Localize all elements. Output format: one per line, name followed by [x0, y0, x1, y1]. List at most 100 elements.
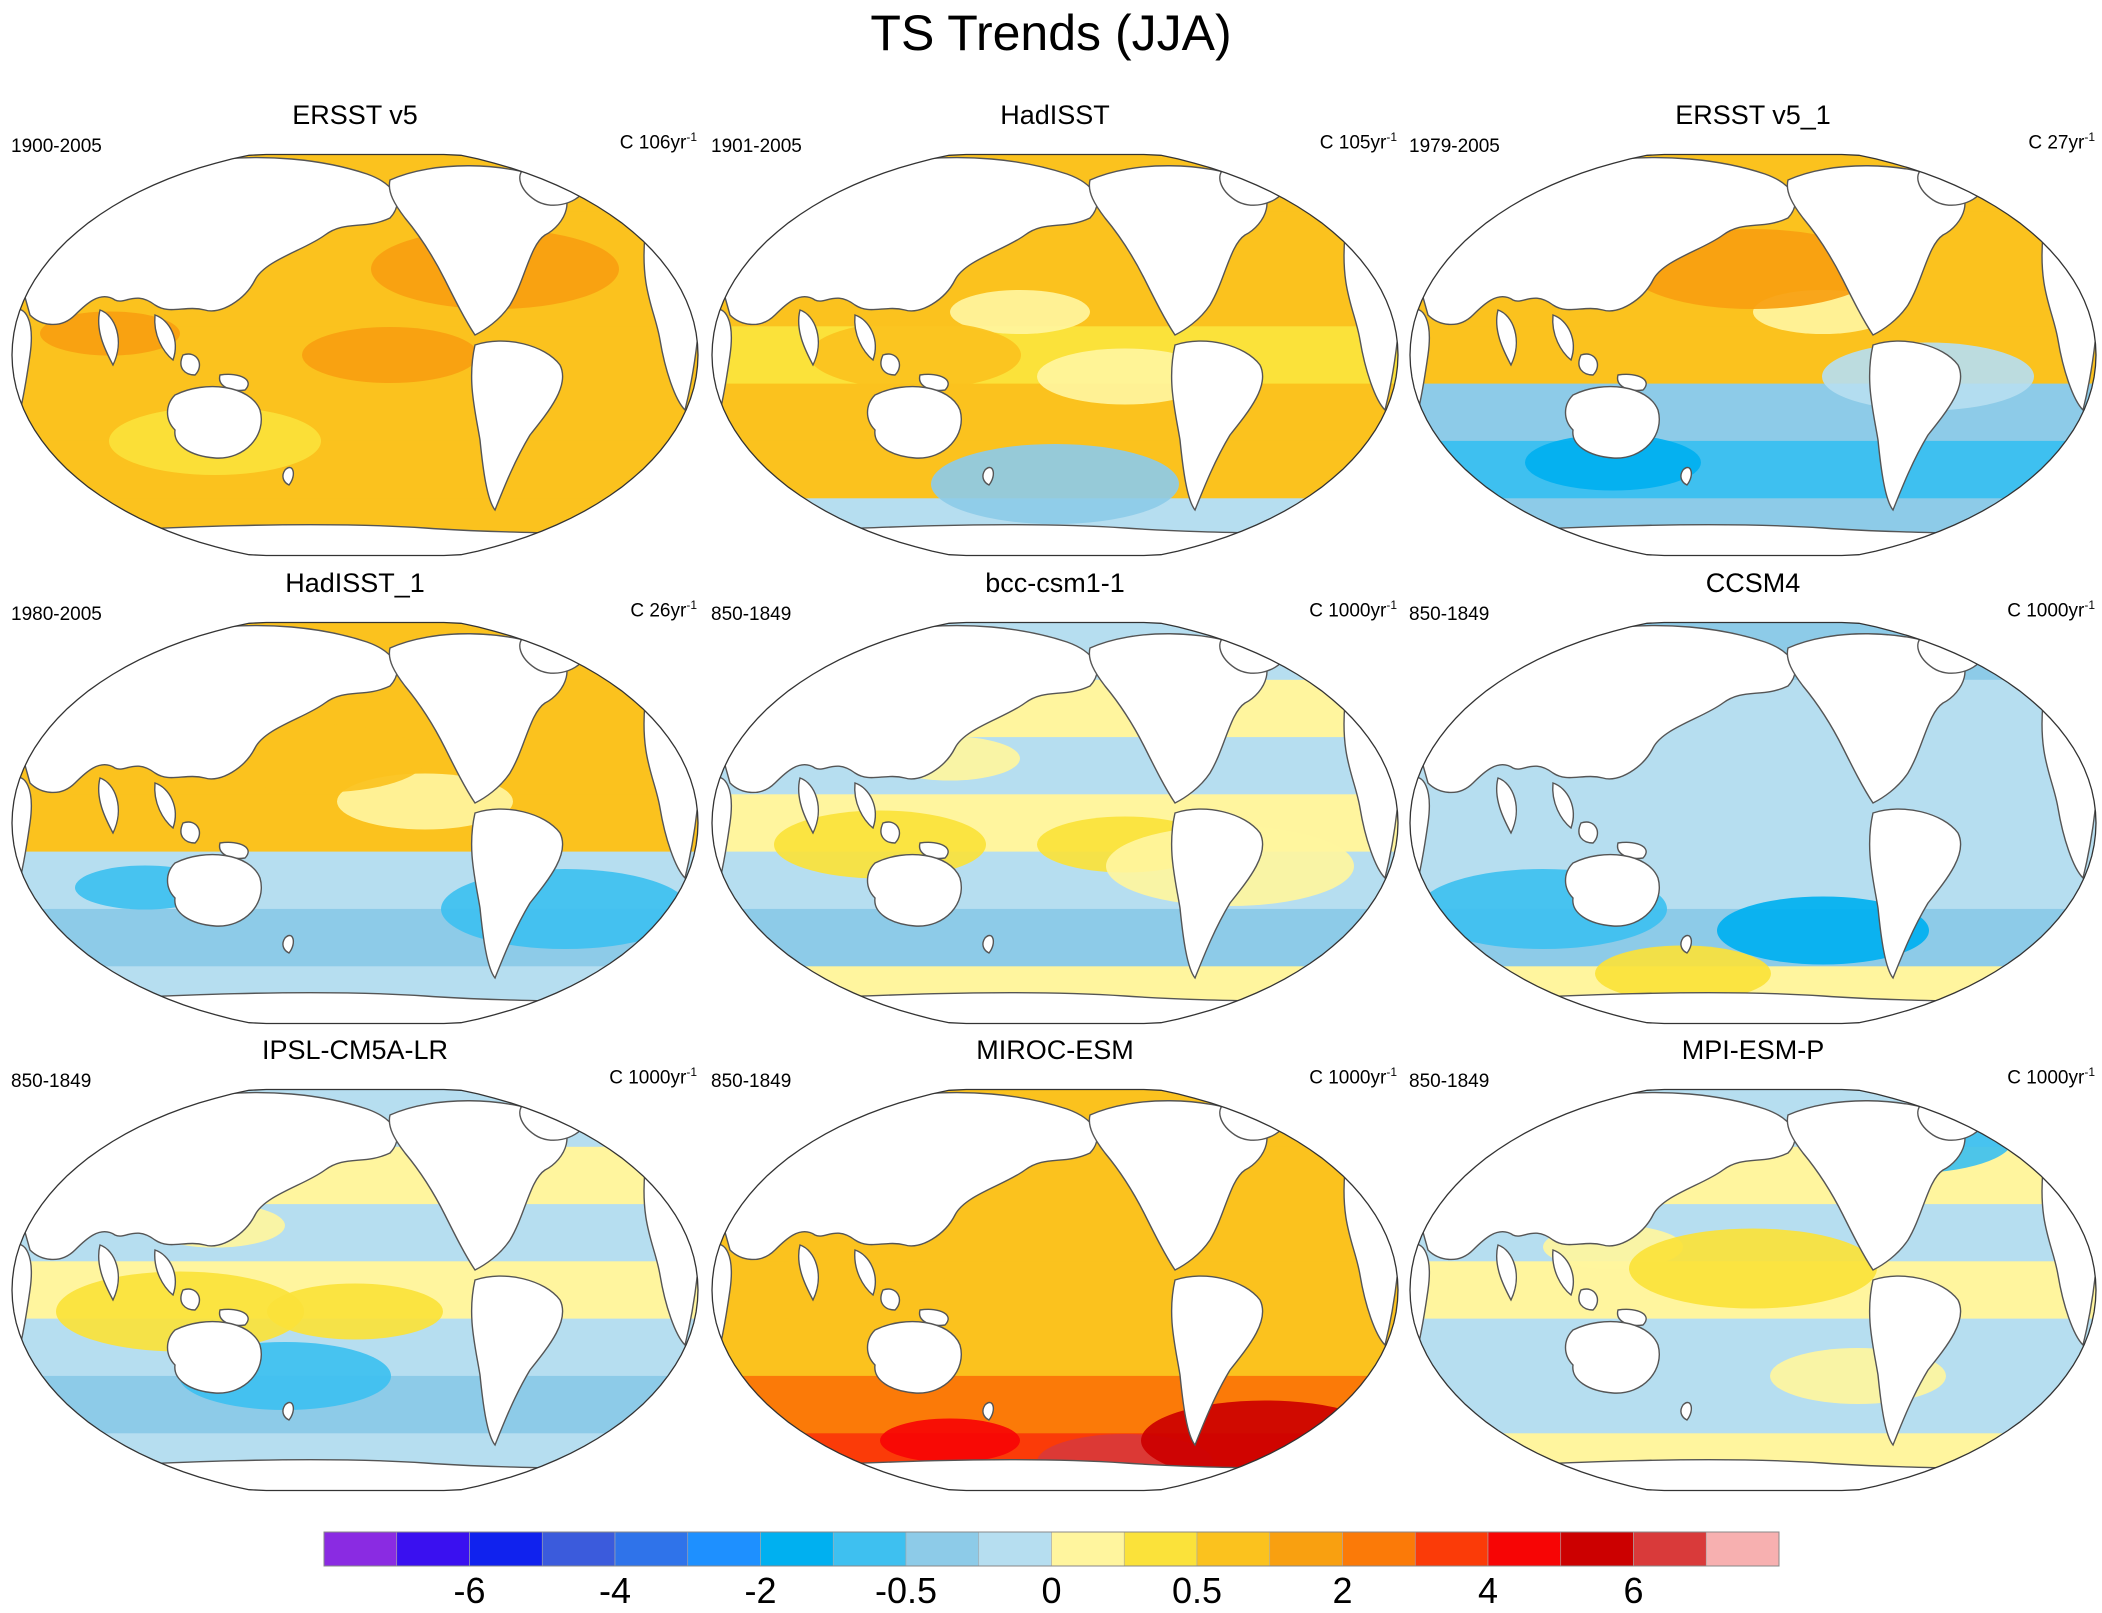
- colorbar-box: [1487, 1531, 1562, 1567]
- india-land: [98, 777, 119, 835]
- units-prefix: C: [1309, 600, 1329, 622]
- colorbar-tick-label: 6: [1623, 1570, 1644, 1611]
- units-exponent: -1: [1386, 130, 1397, 144]
- newzealand-land: [982, 1401, 995, 1421]
- southamerica-land: [1170, 1275, 1264, 1447]
- map-border: [1409, 1088, 2097, 1492]
- panel-units: C 1000yr-1: [1309, 598, 1397, 622]
- field-anomaly: [1525, 434, 1701, 491]
- india-land: [1496, 777, 1517, 835]
- map-border: [711, 153, 1399, 557]
- southamerica-land: [470, 808, 564, 980]
- colorbar-box: [1414, 1531, 1489, 1567]
- units-yr: yr: [670, 1067, 687, 1089]
- field-anomaly: [1717, 896, 1929, 965]
- panel-title: CCSM4: [1705, 568, 1801, 598]
- australia-land: [166, 1320, 262, 1394]
- colorbar-tick-label: 2: [1332, 1570, 1353, 1611]
- map-plot: [11, 621, 699, 1025]
- units-years: 27: [2047, 132, 2069, 154]
- southamerica-land: [1170, 340, 1264, 512]
- units-exponent: -1: [2084, 130, 2095, 144]
- field-band: [1410, 794, 2096, 853]
- borneo-land: [1578, 821, 1599, 844]
- newzealand-land: [282, 466, 295, 486]
- map-panel: ERSST v5 1900-2005 C 106yr-1: [5, 100, 705, 578]
- units-years: 1000: [2026, 1067, 2069, 1089]
- australia-land: [1564, 385, 1660, 459]
- colorbar-box: [1705, 1531, 1780, 1567]
- borneo-land: [180, 821, 201, 844]
- field-anomaly: [1629, 1228, 1877, 1309]
- borneo-land: [180, 353, 201, 376]
- map-panel: CCSM4 850-1849 C 1000yr-1: [1403, 568, 2102, 1046]
- units-exponent: -1: [1386, 598, 1397, 612]
- field-anomaly: [931, 444, 1179, 524]
- indochina-land: [1552, 1249, 1574, 1297]
- colorbar-box: [1051, 1531, 1125, 1567]
- units-years: 106: [638, 132, 671, 154]
- indochina-land: [854, 782, 876, 830]
- southamerica-land: [1868, 808, 1962, 980]
- panel-units: C 105yr-1: [1320, 130, 1397, 154]
- map-plot: [1409, 621, 2097, 1025]
- newguinea-land: [1616, 841, 1647, 860]
- india-land: [98, 309, 119, 367]
- india-land: [1496, 309, 1517, 367]
- figure-title: TS Trends (JJA): [870, 5, 1232, 61]
- units-years: 1000: [1328, 600, 1371, 622]
- map-border: [1409, 153, 2097, 557]
- panel-title: ERSST v5_1: [1675, 100, 1831, 130]
- field-anomaly: [302, 327, 478, 383]
- units-years: 26: [649, 600, 671, 622]
- map-panel: IPSL-CM5A-LR 850-1849 C 1000yr-1: [5, 1035, 705, 1513]
- units-yr: yr: [1370, 1067, 1387, 1089]
- india-land: [798, 1244, 819, 1302]
- india-land: [1496, 1244, 1517, 1302]
- units-yr: yr: [2068, 600, 2085, 622]
- australia-land: [866, 385, 962, 459]
- newguinea-land: [918, 841, 949, 860]
- field-band: [1410, 1318, 2096, 1377]
- units-yr: yr: [2068, 1067, 2085, 1089]
- field-band: [712, 908, 1398, 968]
- borneo-land: [180, 1288, 201, 1311]
- panel-title: HadISST: [1000, 100, 1110, 130]
- australia-land: [1564, 853, 1660, 927]
- field-anomaly: [214, 724, 426, 793]
- newguinea-land: [918, 1308, 949, 1327]
- newzealand-land: [982, 466, 995, 486]
- field-anomaly: [880, 1418, 1020, 1463]
- units-prefix: C: [609, 1067, 629, 1089]
- units-prefix: C: [630, 600, 650, 622]
- colorbar-box: [687, 1531, 761, 1567]
- units-yr: yr: [2068, 132, 2085, 154]
- newzealand-land: [1680, 1401, 1693, 1421]
- colorbar-box: [1269, 1531, 1343, 1567]
- colorbar-box: [1633, 1531, 1707, 1567]
- colorbar-tick-label: -6: [453, 1570, 486, 1611]
- map-panel: bcc-csm1-1 850-1849 C 1000yr-1: [705, 568, 1405, 1046]
- panel-units: C 1000yr-1: [1309, 1065, 1397, 1089]
- newguinea-land: [1616, 373, 1647, 392]
- panel-units: C 1000yr-1: [609, 1065, 697, 1089]
- southamerica-land: [1868, 1275, 1962, 1447]
- panel-title: IPSL-CM5A-LR: [261, 1035, 449, 1065]
- borneo-land: [880, 821, 901, 844]
- borneo-land: [880, 1288, 901, 1311]
- newguinea-land: [1616, 1308, 1647, 1327]
- colorbar-box: [1123, 1531, 1198, 1567]
- borneo-land: [1578, 353, 1599, 376]
- colorbar-box: [323, 1531, 398, 1567]
- colorbar-box: [760, 1531, 834, 1567]
- panel-units: C 1000yr-1: [2007, 1065, 2095, 1089]
- panel-units: C 1000yr-1: [2007, 598, 2095, 622]
- panel-period: 850-1849: [1409, 604, 1490, 625]
- field-anomaly: [1037, 348, 1213, 405]
- newguinea-land: [218, 1308, 249, 1327]
- colorbar-tick-label: -4: [598, 1570, 631, 1611]
- units-years: 1000: [1328, 1067, 1371, 1089]
- indochina-land: [154, 1249, 176, 1297]
